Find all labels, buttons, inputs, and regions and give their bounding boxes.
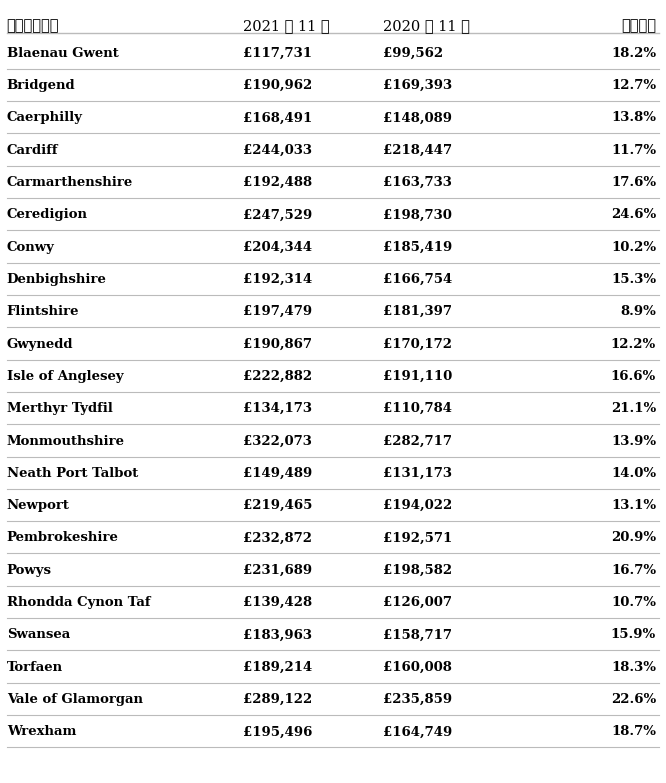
Text: £158,717: £158,717	[383, 629, 452, 641]
Text: 13.9%: 13.9%	[611, 435, 656, 448]
Text: 12.7%: 12.7%	[611, 79, 656, 92]
Text: £183,963: £183,963	[243, 629, 312, 641]
Text: £197,479: £197,479	[243, 305, 312, 318]
Text: Torfaen: Torfaen	[7, 661, 63, 673]
Text: Isle of Anglesey: Isle of Anglesey	[7, 370, 123, 383]
Text: Merthyr Tydfil: Merthyr Tydfil	[7, 402, 113, 415]
Text: £195,496: £195,496	[243, 725, 312, 738]
Text: Blaenau Gwent: Blaenau Gwent	[7, 47, 119, 60]
Text: £219,465: £219,465	[243, 499, 312, 512]
Text: 12.2%: 12.2%	[611, 337, 656, 351]
Text: 10.2%: 10.2%	[611, 240, 656, 254]
Text: £289,122: £289,122	[243, 693, 312, 706]
Text: £282,717: £282,717	[383, 435, 452, 448]
Text: £192,314: £192,314	[243, 273, 312, 286]
Text: Neath Port Talbot: Neath Port Talbot	[7, 467, 138, 480]
Text: £191,110: £191,110	[383, 370, 452, 383]
Text: Pembrokeshire: Pembrokeshire	[7, 532, 119, 544]
Text: 16.6%: 16.6%	[611, 370, 656, 383]
Text: £322,073: £322,073	[243, 435, 312, 448]
Text: £218,447: £218,447	[383, 143, 452, 157]
Text: £117,731: £117,731	[243, 47, 312, 60]
Text: 2021 年 11 月: 2021 年 11 月	[243, 20, 330, 34]
Text: 18.2%: 18.2%	[611, 47, 656, 60]
Text: Monmouthshire: Monmouthshire	[7, 435, 125, 448]
Text: £247,529: £247,529	[243, 208, 312, 222]
Text: 15.3%: 15.3%	[611, 273, 656, 286]
Text: 房价变化: 房价变化	[621, 20, 656, 34]
Text: £164,749: £164,749	[383, 725, 452, 738]
Text: Vale of Glamorgan: Vale of Glamorgan	[7, 693, 143, 706]
Text: £148,089: £148,089	[383, 111, 452, 124]
Text: £190,962: £190,962	[243, 79, 312, 92]
Text: £185,419: £185,419	[383, 240, 452, 254]
Text: 20.9%: 20.9%	[611, 532, 656, 544]
Text: Conwy: Conwy	[7, 240, 55, 254]
Text: 威尔士行政区: 威尔士行政区	[7, 20, 59, 34]
Text: Denbighshire: Denbighshire	[7, 273, 107, 286]
Text: £181,397: £181,397	[383, 305, 452, 318]
Text: £134,173: £134,173	[243, 402, 312, 415]
Text: 13.1%: 13.1%	[611, 499, 656, 512]
Text: Powys: Powys	[7, 564, 52, 577]
Text: £168,491: £168,491	[243, 111, 312, 124]
Text: 24.6%: 24.6%	[611, 208, 656, 222]
Text: £194,022: £194,022	[383, 499, 452, 512]
Text: Gwynedd: Gwynedd	[7, 337, 73, 351]
Text: Newport: Newport	[7, 499, 69, 512]
Text: 21.1%: 21.1%	[611, 402, 656, 415]
Text: 8.9%: 8.9%	[620, 305, 656, 318]
Text: £190,867: £190,867	[243, 337, 312, 351]
Text: 11.7%: 11.7%	[611, 143, 656, 157]
Text: 14.0%: 14.0%	[611, 467, 656, 480]
Text: £198,582: £198,582	[383, 564, 452, 577]
Text: Ceredigion: Ceredigion	[7, 208, 88, 222]
Text: £110,784: £110,784	[383, 402, 452, 415]
Text: £99,562: £99,562	[383, 47, 443, 60]
Text: Swansea: Swansea	[7, 629, 70, 641]
Text: 18.7%: 18.7%	[611, 725, 656, 738]
Text: £139,428: £139,428	[243, 596, 312, 609]
Text: £160,008: £160,008	[383, 661, 452, 673]
Text: £189,214: £189,214	[243, 661, 312, 673]
Text: £131,173: £131,173	[383, 467, 452, 480]
Text: £169,393: £169,393	[383, 79, 452, 92]
Text: £244,033: £244,033	[243, 143, 312, 157]
Text: £192,488: £192,488	[243, 176, 312, 189]
Text: £235,859: £235,859	[383, 693, 452, 706]
Text: Rhondda Cynon Taf: Rhondda Cynon Taf	[7, 596, 150, 609]
Text: £166,754: £166,754	[383, 273, 452, 286]
Text: Wrexham: Wrexham	[7, 725, 76, 738]
Text: 15.9%: 15.9%	[611, 629, 656, 641]
Text: 17.6%: 17.6%	[611, 176, 656, 189]
Text: £149,489: £149,489	[243, 467, 312, 480]
Text: Bridgend: Bridgend	[7, 79, 75, 92]
Text: 10.7%: 10.7%	[611, 596, 656, 609]
Text: 13.8%: 13.8%	[611, 111, 656, 124]
Text: £222,882: £222,882	[243, 370, 312, 383]
Text: £192,571: £192,571	[383, 532, 452, 544]
Text: 22.6%: 22.6%	[611, 693, 656, 706]
Text: 18.3%: 18.3%	[611, 661, 656, 673]
Text: £163,733: £163,733	[383, 176, 452, 189]
Text: £231,689: £231,689	[243, 564, 312, 577]
Text: £170,172: £170,172	[383, 337, 452, 351]
Text: £198,730: £198,730	[383, 208, 452, 222]
Text: Cardiff: Cardiff	[7, 143, 58, 157]
Text: £126,007: £126,007	[383, 596, 452, 609]
Text: £232,872: £232,872	[243, 532, 312, 544]
Text: £204,344: £204,344	[243, 240, 312, 254]
Text: Carmarthenshire: Carmarthenshire	[7, 176, 133, 189]
Text: 2020 年 11 月: 2020 年 11 月	[383, 20, 470, 34]
Text: Flintshire: Flintshire	[7, 305, 79, 318]
Text: Caerphilly: Caerphilly	[7, 111, 83, 124]
Text: 16.7%: 16.7%	[611, 564, 656, 577]
